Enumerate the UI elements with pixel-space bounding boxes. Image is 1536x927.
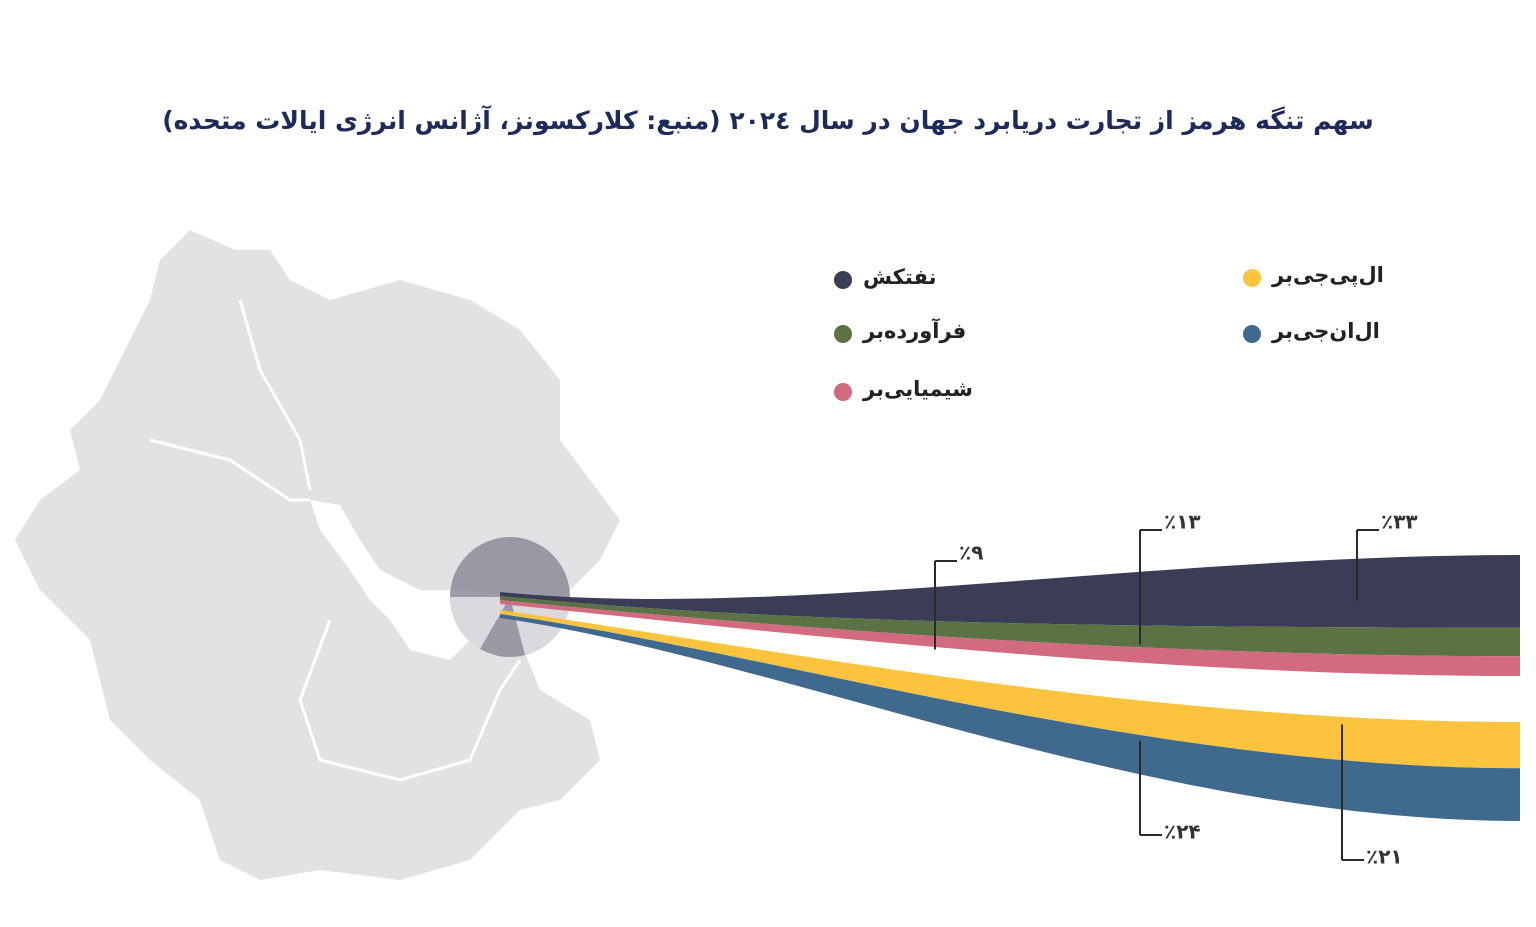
flow-band	[500, 610, 1520, 769]
value-label: ٪۲۱	[1366, 845, 1403, 869]
gulf	[310, 500, 500, 660]
annotations: ٪۳۳ ٪۱۳ ٪۹ ٪۲۱ ٪۲۴	[934, 510, 1418, 869]
value-label: ٪۳۳	[1381, 510, 1418, 534]
flows	[500, 555, 1520, 821]
legend-marker	[1243, 269, 1261, 287]
legend-marker	[834, 325, 852, 343]
chart-title: سهم تنگه هرمز از تجارت دریابرد جهان در س…	[162, 105, 1374, 136]
legend-label: شیمیایی‌بر	[862, 377, 973, 401]
value-label: ٪۲۴	[1164, 820, 1201, 844]
strait-highlight-cut	[510, 597, 570, 655]
strait-highlight-cut	[450, 597, 510, 649]
land	[15, 230, 620, 880]
legend-marker	[1243, 325, 1261, 343]
legend: نفتکش فرآورده‌بر شیمیایی‌بر ال‌پی‌جی‌بر ال‌ا…	[834, 263, 1384, 401]
value-label: ٪۱۳	[1164, 510, 1201, 534]
legend-marker	[834, 271, 852, 289]
legend-label: فرآورده‌بر	[862, 318, 966, 343]
flow-band	[500, 596, 1520, 657]
flow-band	[500, 555, 1520, 628]
legend-label: ال‌ان‌جی‌بر	[1271, 319, 1380, 343]
border-line	[149, 299, 522, 782]
value-label: ٪۹	[959, 541, 983, 565]
flow-band	[500, 614, 1520, 821]
legend-label: ال‌پی‌جی‌بر	[1271, 263, 1384, 287]
flow-band	[500, 600, 1520, 676]
map	[15, 230, 620, 880]
legend-marker	[834, 383, 852, 401]
legend-label: نفتکش	[863, 265, 936, 289]
